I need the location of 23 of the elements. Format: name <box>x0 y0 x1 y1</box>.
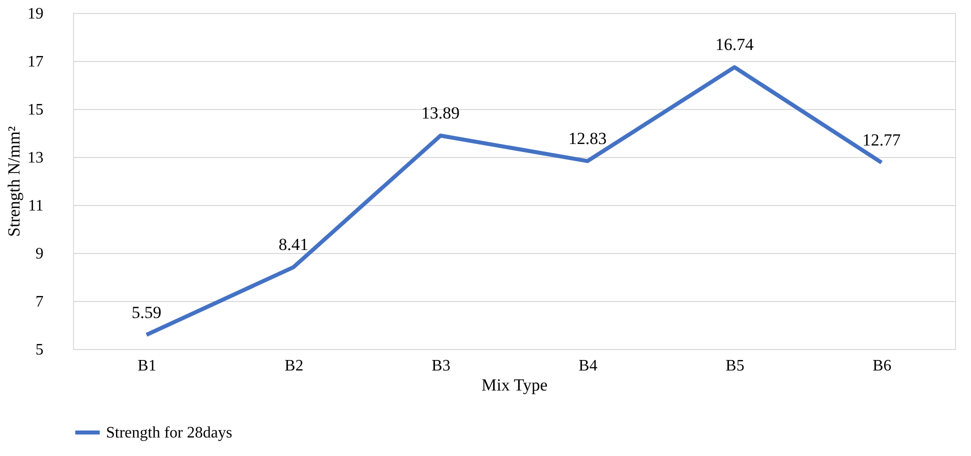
x-tick-label: B6 <box>872 358 892 374</box>
legend-label: Strength for 28days <box>106 424 232 442</box>
data-label: 12.77 <box>862 130 902 150</box>
x-tick-label: B1 <box>138 358 156 374</box>
y-tick-label: 17 <box>28 54 44 70</box>
data-label: 5.59 <box>132 302 162 322</box>
data-label: 16.74 <box>715 35 754 54</box>
y-tick-label: 13 <box>28 150 44 166</box>
y-tick-label: 11 <box>28 198 44 214</box>
y-tick-label: 5 <box>36 342 44 358</box>
x-axis-title: Mix Type <box>481 376 548 394</box>
x-tick-label: B2 <box>284 358 304 374</box>
x-tick-label: B5 <box>726 358 744 374</box>
data-label: 8.41 <box>278 235 308 254</box>
y-tick-label: 7 <box>36 294 44 310</box>
data-label: 12.83 <box>568 129 607 148</box>
x-tick-label: B4 <box>578 358 598 374</box>
data-label: 13.89 <box>421 104 460 123</box>
x-tick-label: B3 <box>432 358 450 374</box>
y-tick-label: 15 <box>28 102 44 118</box>
y-tick-label: 9 <box>36 246 44 262</box>
y-axis-title: Strength N/mm² <box>4 126 24 237</box>
y-tick-label: 19 <box>28 6 44 22</box>
